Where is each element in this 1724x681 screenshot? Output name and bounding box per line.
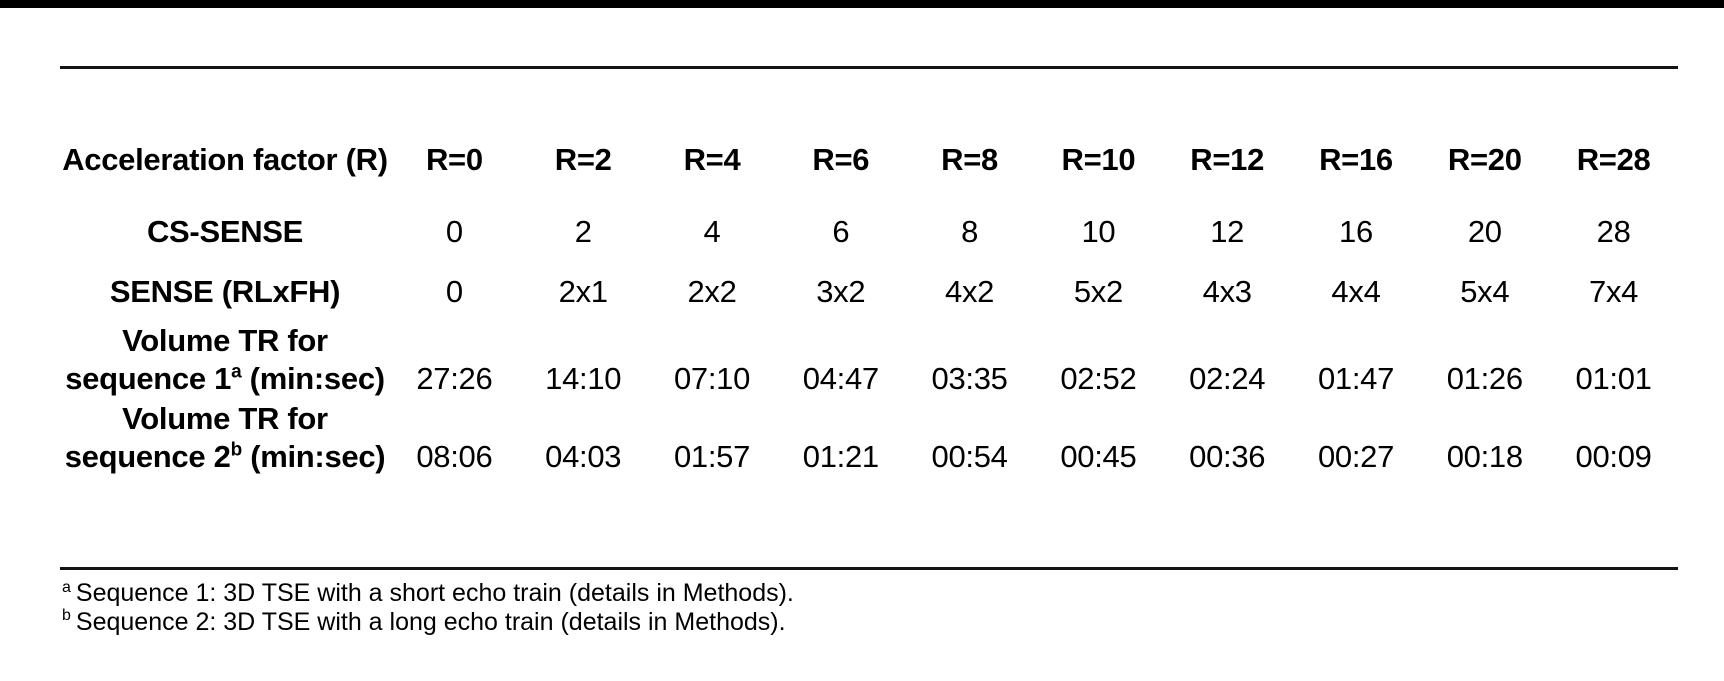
footnote-a: a Sequence 1: 3D TSE with a short echo tr…: [62, 579, 794, 608]
table-cell: 0: [445, 214, 463, 249]
table-top-rule: [60, 66, 1678, 69]
table-cell: 02:24: [1189, 361, 1266, 396]
footnotes: a Sequence 1: 3D TSE with a short echo tr…: [62, 579, 794, 636]
top-black-bar: [0, 0, 1724, 8]
footnote-b: b Sequence 2: 3D TSE with a long echo tra…: [62, 608, 794, 637]
table-cell: 01:47: [1317, 361, 1395, 396]
table-cell: 5x4: [1460, 274, 1510, 309]
table-cell: 00:27: [1317, 439, 1395, 474]
table-cell: 00:45: [1060, 439, 1137, 474]
table-cell: 00:09: [1575, 439, 1652, 474]
table-cell: 2: [574, 214, 592, 249]
table-cell: 01:21: [802, 439, 879, 474]
row-label-line2: sequence 2b (min:sec): [64, 439, 386, 474]
table-cell: 27:26: [416, 361, 493, 396]
table-cell: 4x3: [1202, 274, 1252, 309]
header-cell-r12: R=12: [1190, 142, 1265, 177]
row-label-sense-rlxfh: SENSE (RLxFH): [109, 274, 341, 309]
header-cell-r0: R=0: [425, 142, 483, 177]
table-cell: 8: [961, 214, 979, 249]
table-cell: 04:47: [802, 361, 879, 396]
header-cell-r6: R=6: [812, 142, 870, 177]
table-cell: 4x4: [1331, 274, 1381, 309]
footnote-a-text: Sequence 1: 3D TSE with a short echo tra…: [75, 579, 794, 607]
header-cell-r2: R=2: [554, 142, 612, 177]
table-cell: 00:18: [1446, 439, 1523, 474]
table-cell: 12: [1210, 214, 1245, 249]
table-cell: 07:10: [673, 361, 751, 396]
header-row-label: Acceleration factor (R): [62, 142, 388, 177]
acceleration-factor-table: Acceleration factor (R) R=0 R=2 R=4 R=6 …: [60, 118, 1678, 478]
header-cell-r10: R=10: [1061, 142, 1136, 177]
superscript-a: a: [231, 361, 242, 383]
table-cell: 01:01: [1575, 361, 1652, 396]
row-label-volume-tr-sequence-1: Volume TR for sequence 1a (min:sec): [60, 322, 390, 400]
table-cell: 0: [445, 274, 463, 309]
table-cell: 6: [832, 214, 850, 249]
row-volume-tr-sequence-2: Volume TR for sequence 2b (min:sec) 08:0…: [60, 400, 1678, 478]
row-label-volume-tr-sequence-2: Volume TR for sequence 2b (min:sec): [60, 400, 390, 478]
table-cell: 04:03: [545, 439, 622, 474]
row-label-line1: Volume TR for: [122, 401, 328, 436]
table-cell: 5x2: [1073, 274, 1123, 309]
table-cell: 4: [703, 214, 721, 249]
table-cell: 03:35: [931, 361, 1008, 396]
table-cell: 2x1: [558, 274, 608, 309]
row-label-cs-sense: CS-SENSE: [146, 214, 304, 249]
table-cell: 2x2: [687, 274, 737, 309]
footnote-b-text: Sequence 2: 3D TSE with a long echo trai…: [75, 607, 786, 636]
row-label-line1: Volume TR for: [122, 323, 328, 358]
table-cell: 3x2: [816, 274, 866, 309]
footnote-b-marker: b: [62, 607, 71, 625]
table-cell: 02:52: [1060, 361, 1137, 396]
table-cell: 10: [1081, 214, 1116, 249]
table-cell: 00:36: [1189, 439, 1266, 474]
header-cell-r20: R=20: [1447, 142, 1522, 177]
header-cell-r4: R=4: [683, 142, 741, 177]
superscript-b: b: [230, 439, 243, 461]
table-cell: 7x4: [1589, 274, 1639, 309]
table-cell: 01:57: [673, 439, 751, 474]
table-cell: 01:26: [1446, 361, 1523, 396]
row-sense-rlxfh: SENSE (RLxFH) 0 2x1 2x2 3x2 4x2 5x2 4x3 …: [60, 262, 1678, 322]
row-cs-sense: CS-SENSE 0 2 4 6 8 10 12 16 20 28: [60, 202, 1678, 262]
footnote-a-marker: a: [62, 578, 71, 596]
table-header-row: Acceleration factor (R) R=0 R=2 R=4 R=6 …: [60, 118, 1678, 202]
row-volume-tr-sequence-1: Volume TR for sequence 1a (min:sec) 27:2…: [60, 322, 1678, 400]
row-label-line2: sequence 1a (min:sec): [65, 361, 385, 396]
header-cell-r16: R=16: [1319, 142, 1393, 177]
table-cell: 4x2: [945, 274, 995, 309]
table-cell: 08:06: [416, 439, 493, 474]
table-cell: 16: [1339, 214, 1373, 249]
footnote-rule: [60, 567, 1678, 570]
table-cell: 00:54: [931, 439, 1008, 474]
header-cell-r8: R=8: [941, 142, 998, 177]
table-cell: 14:10: [545, 361, 622, 396]
header-cell-r28: R=28: [1576, 142, 1651, 177]
table-cell: 20: [1467, 214, 1502, 249]
table-cell: 28: [1596, 214, 1631, 249]
